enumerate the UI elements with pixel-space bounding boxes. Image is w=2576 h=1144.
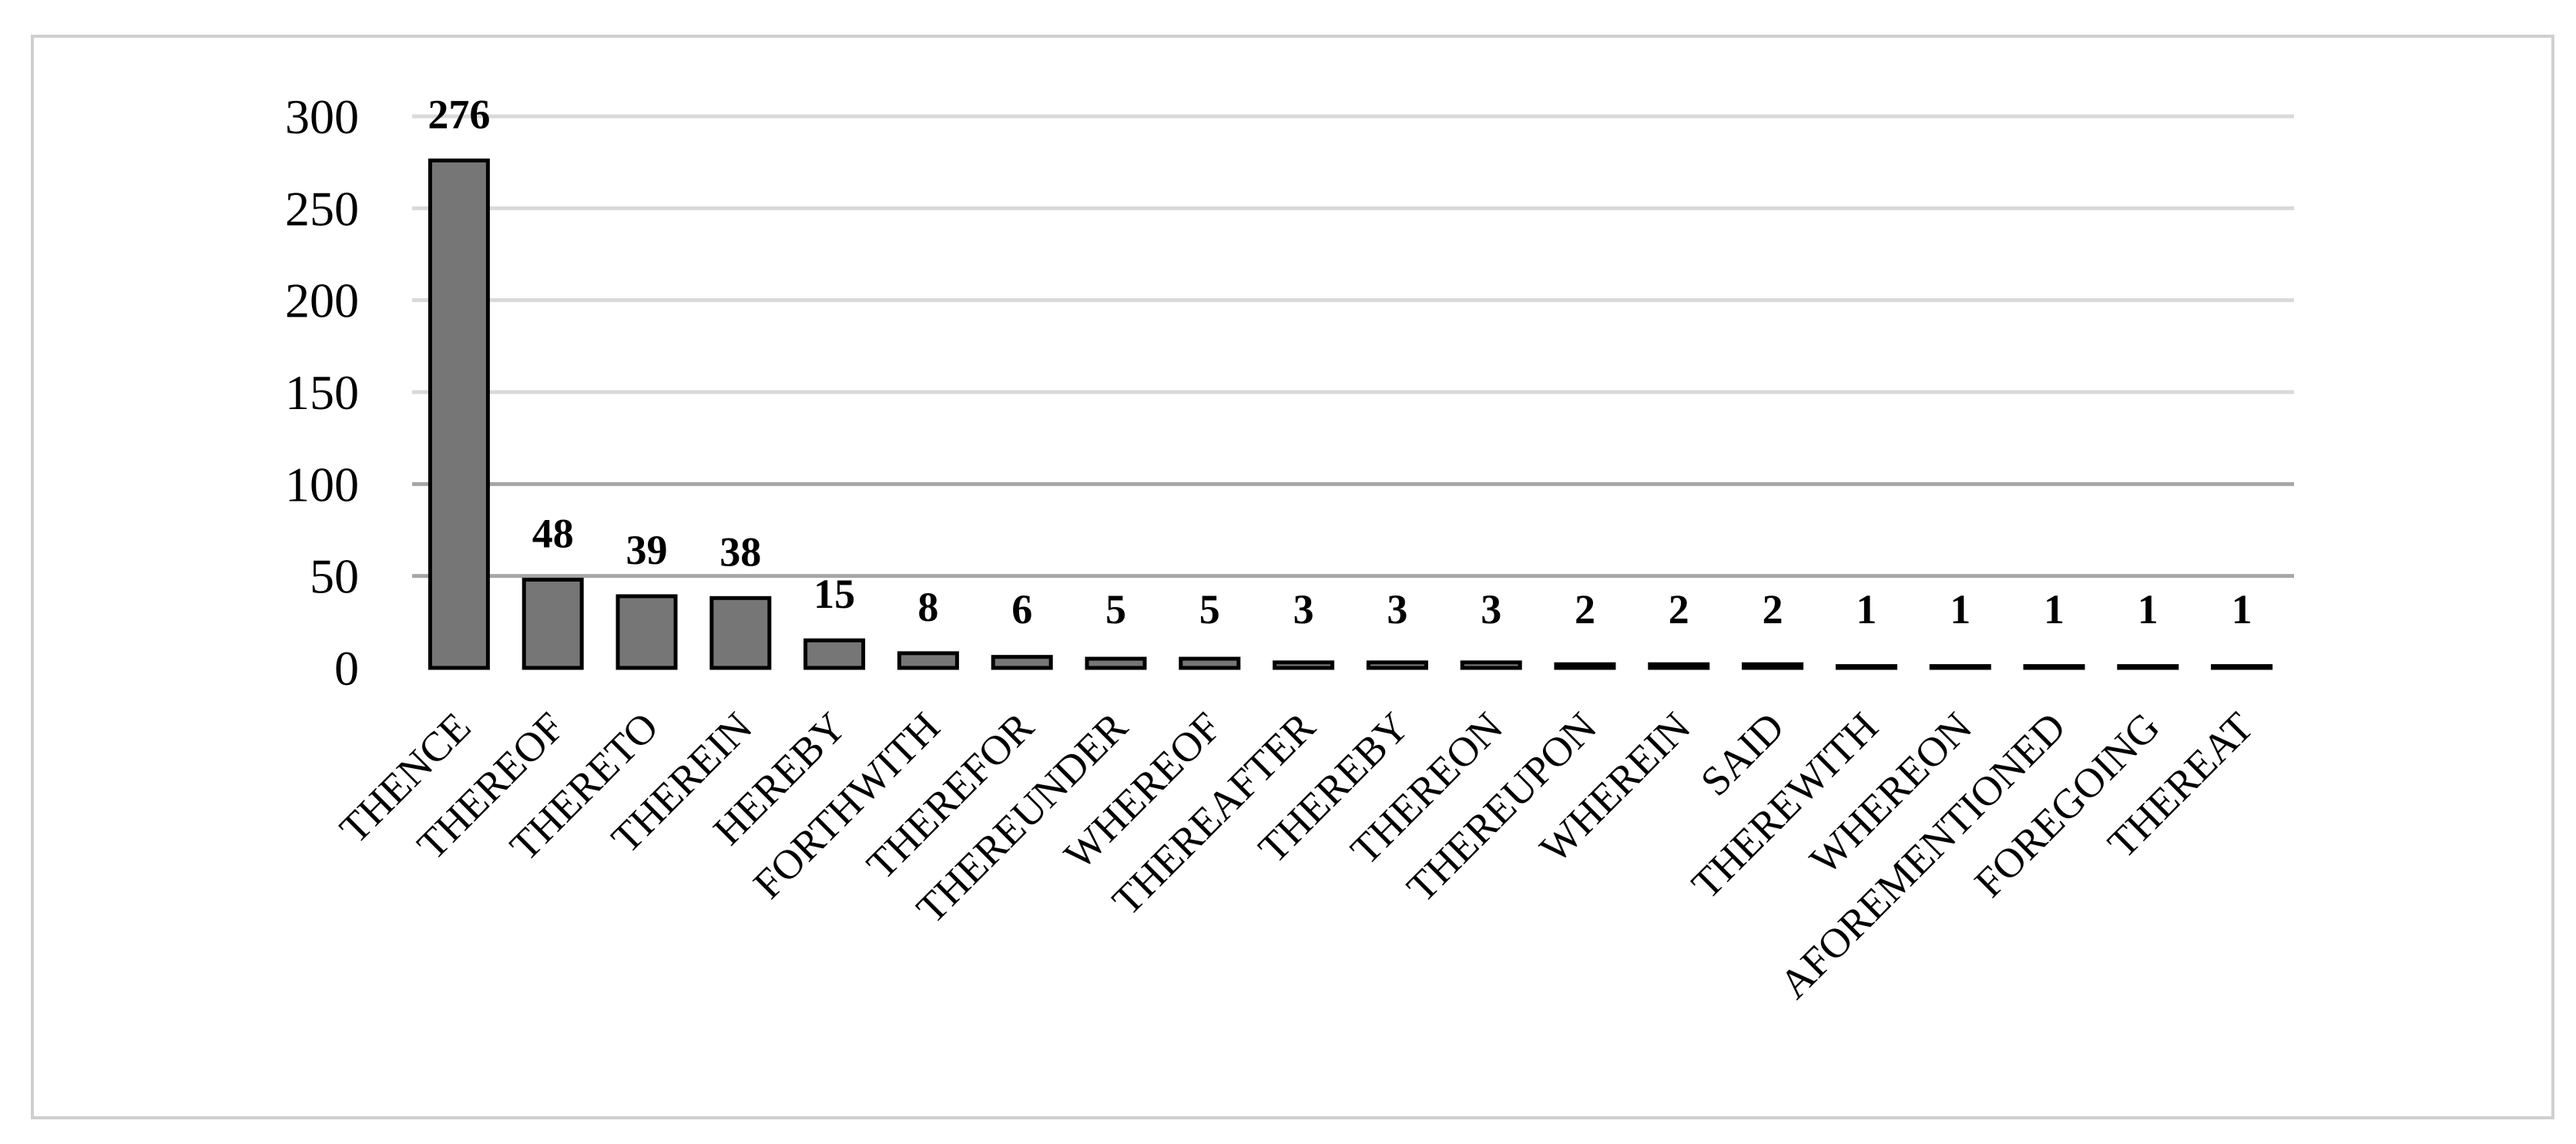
bar <box>522 577 584 670</box>
bar <box>897 651 959 670</box>
y-tick-label: 150 <box>285 365 359 420</box>
bar <box>1273 660 1335 670</box>
data-label: 5 <box>1105 586 1126 632</box>
data-label: 2 <box>1669 586 1689 632</box>
data-label: 276 <box>428 91 490 137</box>
bar <box>1554 662 1616 670</box>
data-label: 39 <box>626 527 668 573</box>
bar <box>1366 660 1428 670</box>
gridlines <box>412 114 2294 579</box>
bar <box>2117 664 2179 670</box>
data-label: 6 <box>1011 586 1032 632</box>
bar <box>428 158 490 670</box>
data-labels: 276 48 39 38 15 8 6 5 5 3 3 3 2 2 2 1 1 1 1 1 <box>428 91 2252 632</box>
bar <box>2023 664 2085 670</box>
data-label: 8 <box>917 584 938 630</box>
bar <box>991 655 1053 670</box>
y-tick-label: 200 <box>285 273 359 328</box>
bar <box>615 594 678 670</box>
bar <box>1742 662 1804 670</box>
data-label: 5 <box>1199 586 1220 632</box>
y-tick-label: 300 <box>285 89 359 144</box>
data-label: 1 <box>2044 586 2064 632</box>
data-label: 3 <box>1293 586 1314 632</box>
bar <box>1929 664 1991 670</box>
bar <box>2211 664 2273 670</box>
data-label: 1 <box>1856 586 1877 632</box>
y-tick-label: 0 <box>334 641 359 696</box>
bar <box>1085 656 1147 670</box>
y-tick-label: 100 <box>285 457 359 512</box>
bar <box>1648 662 1710 670</box>
data-label: 1 <box>2138 586 2158 632</box>
data-label: 2 <box>1763 586 1783 632</box>
data-label: 48 <box>532 510 574 556</box>
data-label: 38 <box>719 528 761 575</box>
y-tick-label: 50 <box>310 549 359 604</box>
y-axis-tick-labels: 0 50 100 150 200 250 300 <box>285 89 359 696</box>
bar <box>803 638 866 670</box>
x-axis-tick-labels: THENCETHEREOFTHERETOTHEREINHEREBYFORTHWI… <box>330 703 2262 1008</box>
data-label: 3 <box>1387 586 1407 632</box>
bars <box>428 158 2273 670</box>
data-label: 1 <box>1950 586 1971 632</box>
data-label: 2 <box>1575 586 1595 632</box>
data-label: 3 <box>1481 586 1501 632</box>
bar <box>1460 660 1522 670</box>
bar <box>709 595 772 670</box>
y-tick-label: 250 <box>285 181 359 236</box>
bar <box>1835 664 1897 670</box>
bar <box>1179 656 1241 670</box>
chart-frame: 0 50 100 150 200 250 300 276 48 39 38 15 8 6 5 5 3 3 3 2 2 2… <box>31 35 2554 1119</box>
data-label: 1 <box>2232 586 2252 632</box>
data-label: 15 <box>813 571 855 617</box>
